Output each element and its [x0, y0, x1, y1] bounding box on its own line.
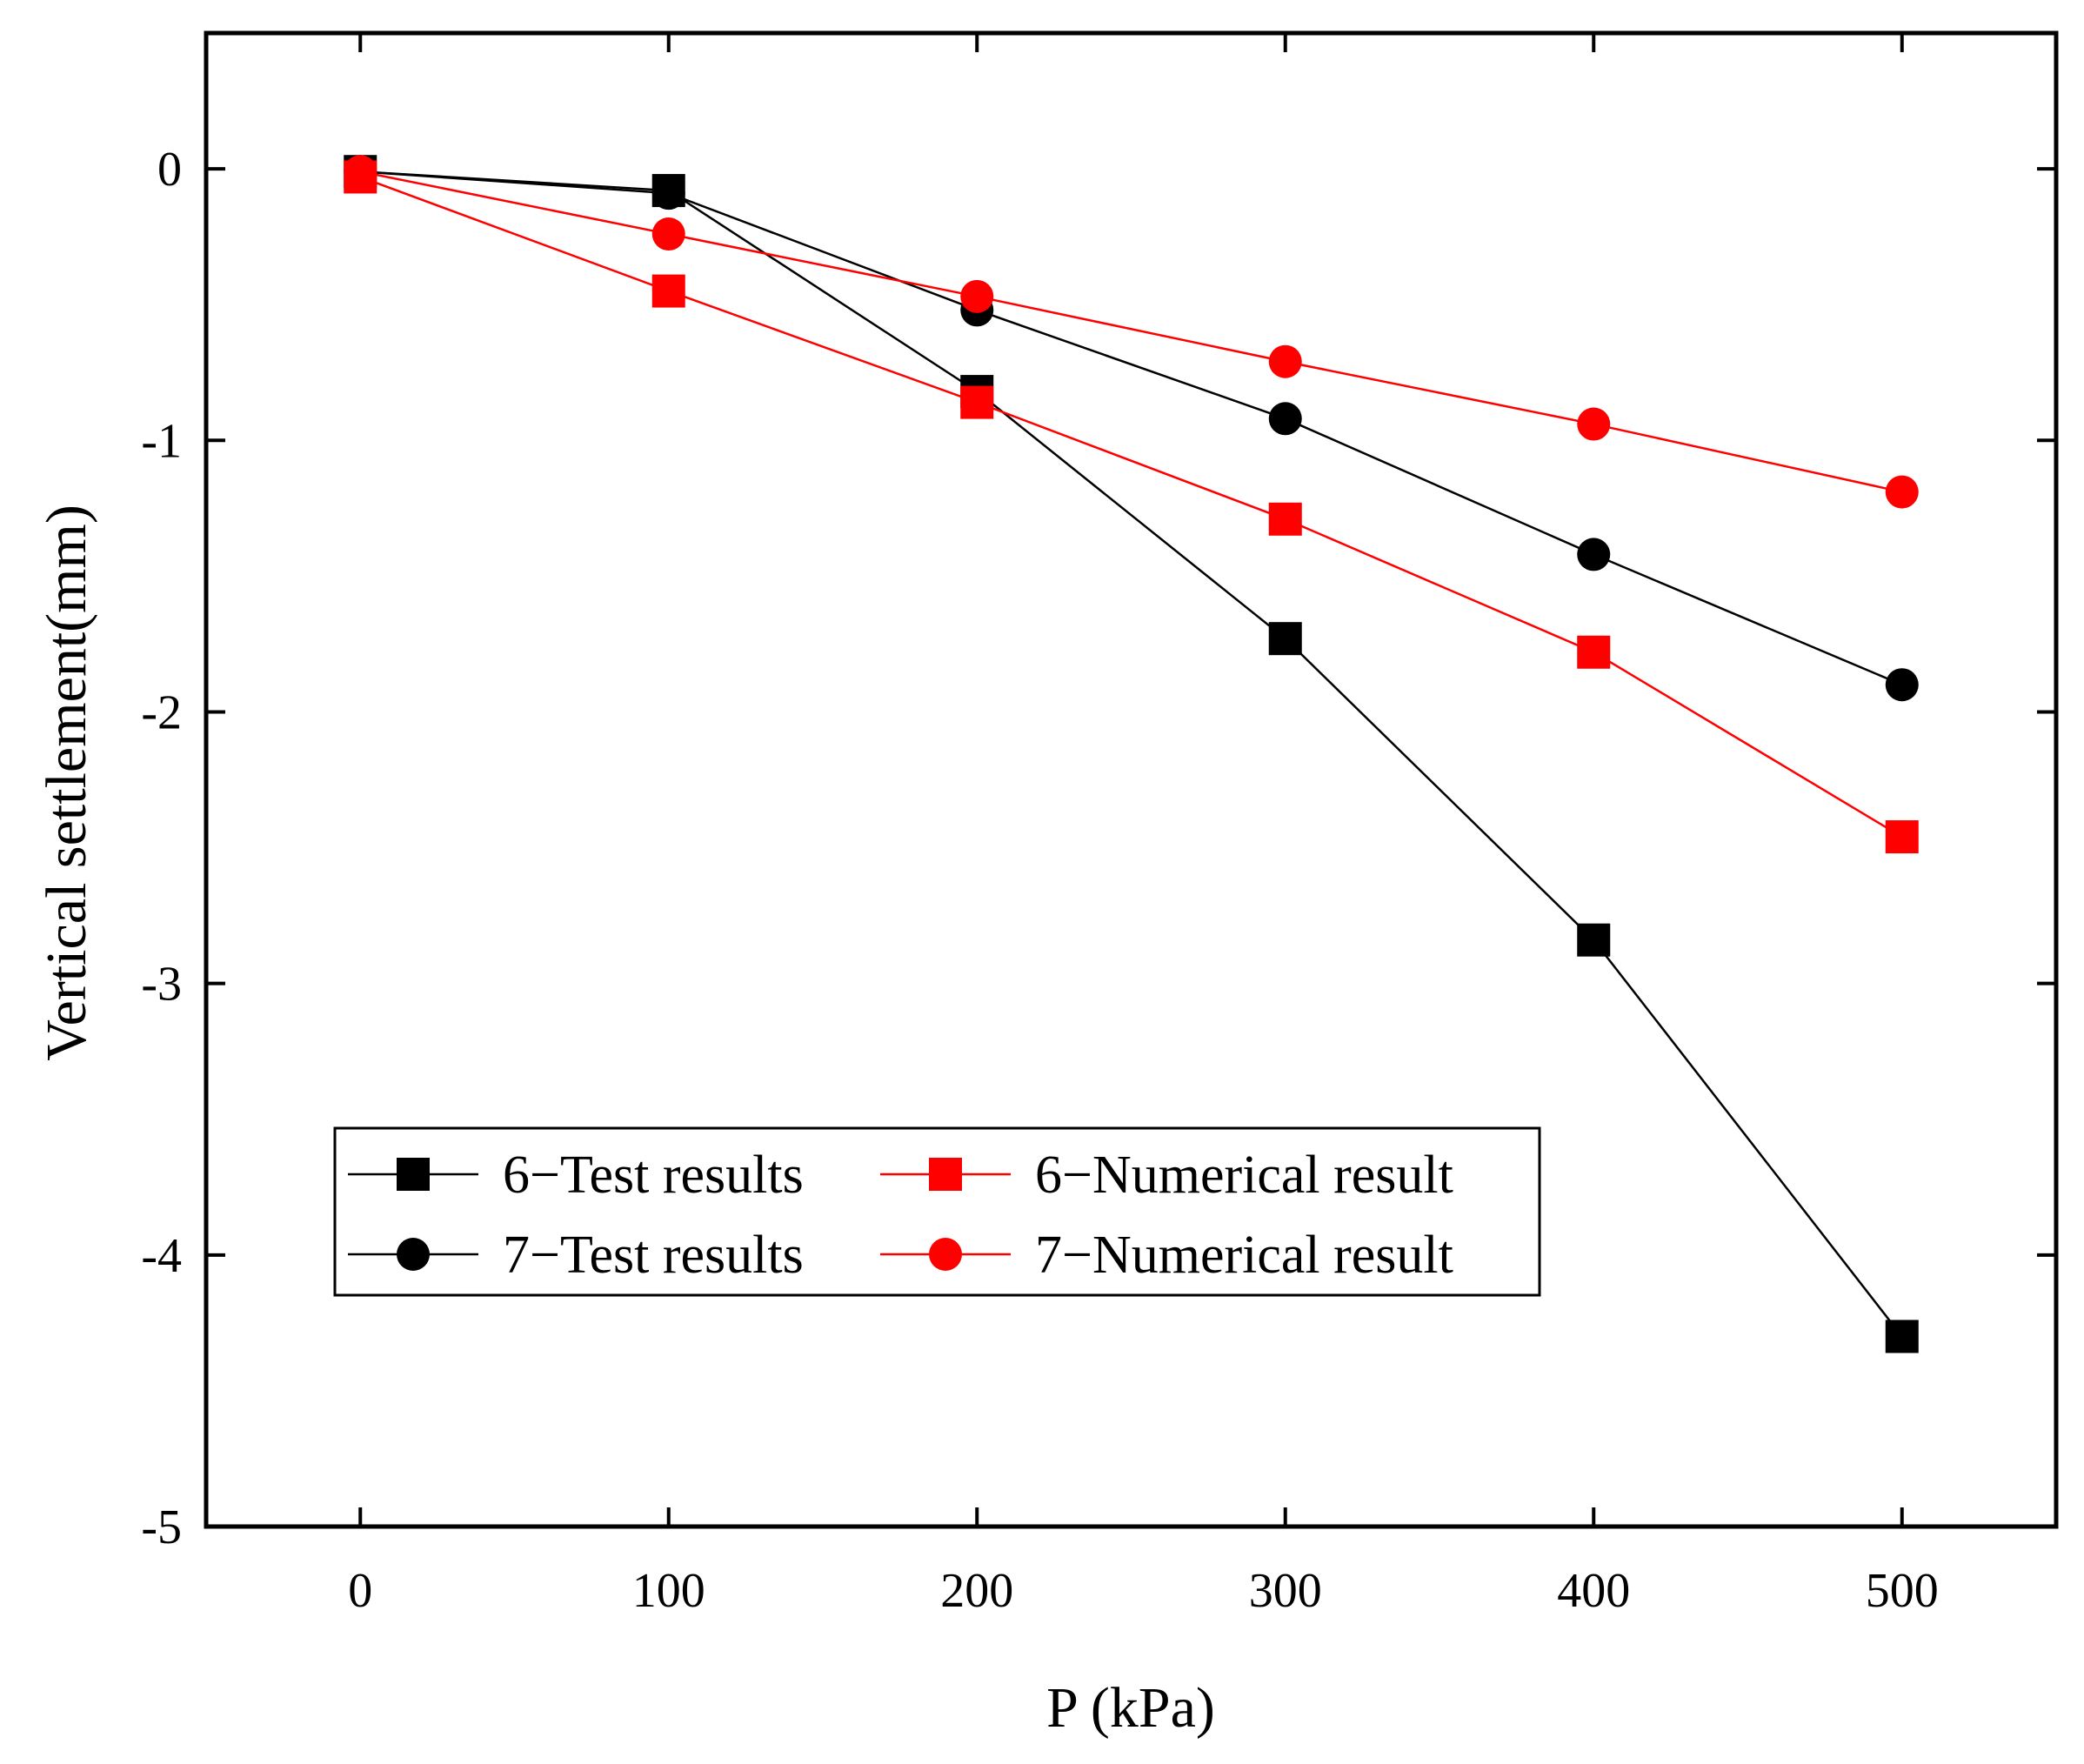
data-point [1885, 475, 1919, 509]
legend-item: 7−Test results [348, 1226, 804, 1285]
y-tick-label: -5 [141, 1500, 182, 1554]
x-tick-label: 100 [632, 1564, 705, 1618]
data-point [1577, 923, 1611, 957]
data-point [1885, 820, 1919, 854]
x-tick-label: 400 [1557, 1564, 1630, 1618]
data-point [1577, 407, 1611, 441]
y-axis-title: Vertical settlement(mm) [35, 504, 98, 1061]
legend-item: 6−Test results [348, 1146, 804, 1205]
data-point [344, 155, 377, 189]
y-tick-label: -3 [141, 958, 182, 1012]
series-line [359, 176, 1903, 839]
data-point [651, 274, 685, 308]
legend-label: 6−Numerical result [1035, 1146, 1453, 1205]
data-point [1885, 1320, 1919, 1353]
legend-marker [929, 1158, 962, 1191]
data-point [651, 177, 685, 210]
x-axis-title: P (kPa) [1046, 1676, 1215, 1740]
y-tick-label: -4 [141, 1229, 182, 1283]
y-tick-label: -2 [141, 685, 182, 739]
legend-label: 6−Test results [503, 1146, 804, 1205]
series-4 [344, 155, 1919, 509]
series-line [360, 170, 1903, 493]
legend-label: 7−Numerical result [1035, 1226, 1453, 1285]
x-tick-label: 0 [348, 1564, 372, 1618]
data-point [960, 279, 994, 313]
legend: 6−Test results 6−Numerical result 7−Test r… [333, 1126, 1541, 1297]
legend-item: 6−Numerical result [880, 1146, 1453, 1205]
data-point [651, 217, 685, 251]
legend-label: 7−Test results [503, 1226, 804, 1285]
y-tick-label: -1 [141, 414, 182, 468]
data-point [1268, 402, 1302, 436]
data-point [1268, 622, 1302, 656]
data-point [1577, 538, 1611, 571]
data-point [960, 385, 994, 419]
x-tick-label: 500 [1866, 1564, 1939, 1618]
data-point [1885, 668, 1919, 702]
plot-frame [204, 30, 2059, 1529]
data-point [1268, 502, 1302, 536]
data-point [1268, 344, 1302, 378]
legend-marker [397, 1158, 430, 1191]
series-line [360, 170, 1903, 686]
legend-item: 7−Numerical result [880, 1226, 1453, 1285]
data-point [1577, 635, 1611, 669]
legend-marker [929, 1238, 962, 1271]
y-tick-label: 0 [157, 143, 182, 197]
x-tick-label: 300 [1249, 1564, 1322, 1618]
legend-marker [397, 1238, 430, 1271]
series-line [360, 170, 1903, 1338]
x-tick-label: 200 [940, 1564, 1013, 1618]
